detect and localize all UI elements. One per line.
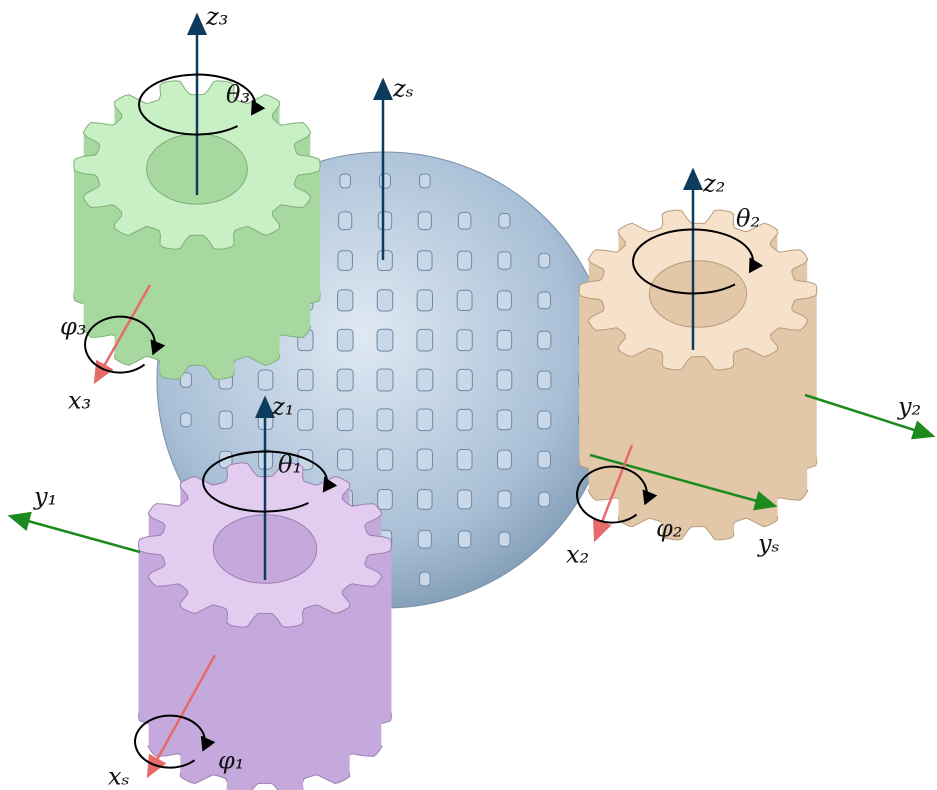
sphere-tooth [418, 490, 432, 510]
sphere-tooth [418, 212, 431, 230]
sphere-tooth [378, 251, 393, 271]
rotation-label: φ₂ [656, 515, 682, 543]
sphere-tooth [377, 369, 393, 391]
sphere-tooth [378, 489, 393, 509]
sphere-tooth [339, 212, 352, 230]
sphere-tooth [539, 253, 550, 268]
sphere-tooth [538, 331, 551, 349]
sphere-tooth [457, 369, 472, 390]
sphere-tooth [419, 572, 430, 586]
sphere-tooth [417, 369, 433, 391]
sphere-tooth [497, 370, 512, 390]
sphere-tooth [538, 451, 550, 468]
sphere-tooth [378, 212, 391, 230]
sphere-tooth [181, 413, 192, 427]
sphere-tooth [457, 290, 472, 310]
sphere-tooth [499, 213, 510, 228]
sphere-tooth [497, 450, 511, 469]
sphere-tooth [497, 291, 511, 310]
axis-label: z₂ [702, 170, 725, 198]
axis-label: x₂ [566, 541, 589, 569]
sphere-tooth [379, 174, 390, 189]
sphere-tooth [417, 449, 432, 470]
gear-diagram: z₃ θ₃ φ₃ x₃ zₛ yₛ xₛ z₂ θ₂ φ₂ x₂ y₂ z₁ θ… [0, 0, 937, 790]
sphere-tooth [338, 449, 353, 470]
axis-label: x₃ [68, 387, 91, 415]
sphere-tooth [377, 329, 393, 351]
sphere-tooth [338, 251, 352, 271]
rotation-label: θ₂ [736, 205, 760, 233]
rotation-label: θ₃ [226, 81, 250, 109]
rotation-label: θ₁ [278, 451, 302, 479]
sphere-tooth [458, 212, 470, 229]
sphere-tooth [499, 532, 510, 547]
sphere-tooth [418, 530, 431, 548]
sphere-tooth [497, 410, 511, 430]
sphere-tooth [298, 409, 313, 430]
sphere-tooth [498, 252, 511, 269]
sphere-tooth [458, 490, 472, 509]
sphere-tooth [498, 491, 511, 508]
sphere-tooth [298, 369, 313, 390]
axis-label: yₛ [757, 530, 780, 558]
sphere-tooth [417, 409, 433, 431]
sphere-tooth [417, 329, 433, 351]
sphere-tooth [340, 174, 351, 188]
sphere-tooth [377, 409, 393, 431]
axis-label: z₃ [205, 3, 228, 31]
sphere-tooth [417, 290, 432, 311]
sphere-tooth [539, 492, 550, 507]
sphere-tooth [219, 411, 232, 429]
sphere-tooth [337, 369, 353, 391]
sphere-tooth [337, 409, 353, 431]
sphere-tooth [458, 251, 472, 270]
axis-label: zₛ [392, 75, 414, 103]
axis-label: xₛ [108, 763, 130, 790]
sphere-tooth [337, 329, 353, 351]
sphere-tooth [418, 251, 432, 271]
sphere-tooth [538, 371, 551, 389]
sphere-tooth [258, 370, 273, 390]
axis-label: y₂ [897, 393, 921, 421]
sphere-tooth [377, 449, 392, 470]
axis-arrow [10, 516, 140, 552]
axis-label: z₁ [271, 393, 294, 421]
sphere-tooth [457, 330, 472, 351]
rotation-label: φ₃ [60, 313, 86, 341]
sphere-tooth [538, 292, 550, 309]
sphere-tooth [377, 290, 392, 311]
sphere-tooth [458, 531, 470, 548]
sphere-tooth [457, 450, 472, 470]
sphere-tooth [457, 409, 472, 430]
sphere-tooth [538, 411, 551, 429]
rotation-label: φ₁ [218, 747, 244, 775]
axis-label: y₁ [33, 483, 57, 511]
sphere-tooth [419, 174, 430, 188]
sphere-tooth [338, 290, 353, 311]
sphere-tooth [497, 330, 511, 350]
